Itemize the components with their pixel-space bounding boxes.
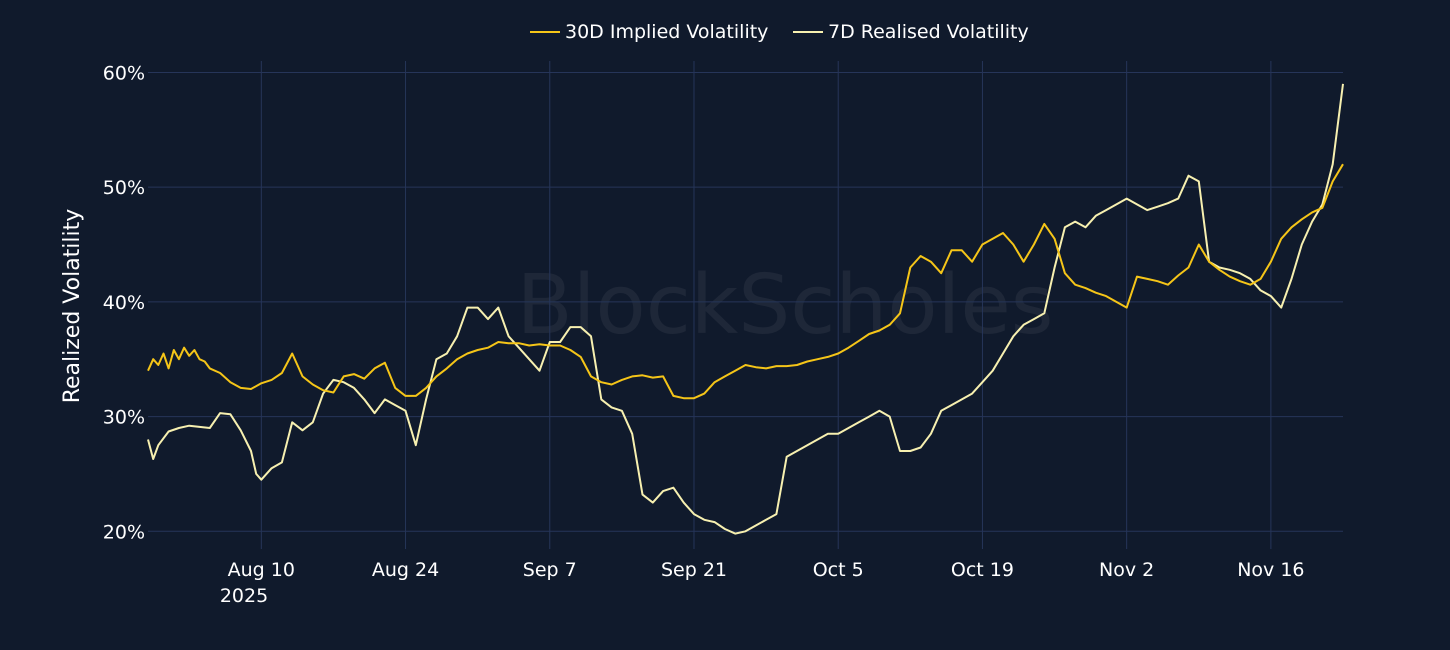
x-tick-label: Sep 7 — [523, 559, 577, 581]
y-tick-label: 30% — [103, 407, 145, 429]
x-tick-label: Aug 24 — [372, 559, 439, 581]
x-axis-ticks: Aug 10 Aug 24 Sep 7 Sep 21 Oct 5 Oct 19 Nov 2 N… — [228, 559, 1305, 581]
y-tick-label: 20% — [103, 521, 145, 543]
y-axis-label: Realized Volatility — [60, 209, 85, 404]
y-axis-ticks: 20% 30% 40% 50% 60% — [103, 62, 145, 543]
series-lines — [147, 83, 1344, 535]
x-tick-label: Nov 16 — [1237, 559, 1304, 581]
grid — [148, 61, 1343, 549]
legend-label: 7D Realised Volatility — [828, 21, 1029, 43]
legend[interactable]: 30D Implied Volatility 7D Realised Volati… — [530, 21, 1029, 43]
legend-item-1[interactable]: 30D Implied Volatility — [530, 21, 768, 43]
series-line-7d-realised-volatility — [147, 83, 1344, 535]
legend-label: 30D Implied Volatility — [565, 21, 768, 43]
x-tick-label: Nov 2 — [1099, 559, 1154, 581]
series-line-30d-implied-volatility — [147, 163, 1344, 400]
legend-item-2[interactable]: 7D Realised Volatility — [793, 21, 1029, 43]
y-tick-label: 50% — [103, 177, 145, 199]
watermark: BlockScholes — [516, 258, 1053, 353]
y-tick-label: 60% — [103, 62, 145, 84]
x-tick-year-label: 2025 — [220, 585, 268, 607]
x-tick-label: Oct 19 — [951, 559, 1014, 581]
x-tick-label: Oct 5 — [813, 559, 864, 581]
x-tick-label: Sep 21 — [661, 559, 727, 581]
y-tick-label: 40% — [103, 292, 145, 314]
x-tick-label: Aug 10 — [228, 559, 295, 581]
